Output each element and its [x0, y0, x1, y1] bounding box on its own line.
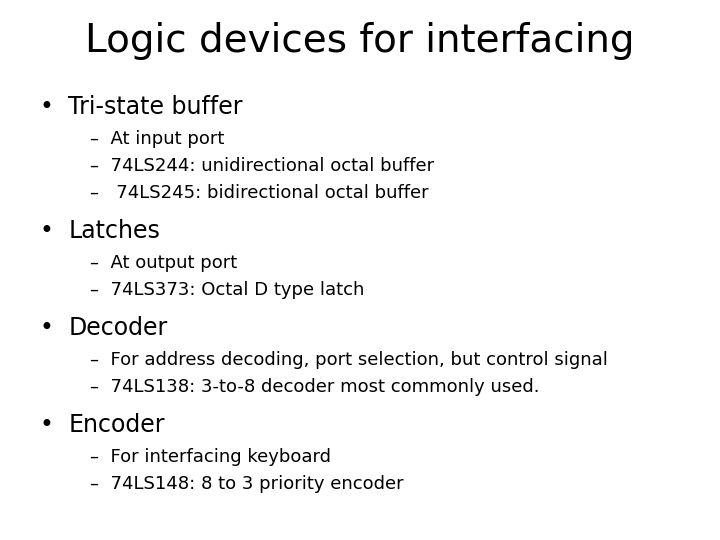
Text: –  74LS138: 3-to-8 decoder most commonly used.: – 74LS138: 3-to-8 decoder most commonly …	[90, 378, 539, 396]
Text: –  For interfacing keyboard: – For interfacing keyboard	[90, 448, 331, 466]
Text: –  74LS244: unidirectional octal buffer: – 74LS244: unidirectional octal buffer	[90, 157, 434, 174]
Text: •: •	[40, 316, 53, 340]
Text: •: •	[40, 94, 53, 118]
Text: –  For address decoding, port selection, but control signal: – For address decoding, port selection, …	[90, 351, 608, 369]
Text: •: •	[40, 413, 53, 437]
Text: Decoder: Decoder	[68, 316, 168, 340]
Text: –   74LS245: bidirectional octal buffer: – 74LS245: bidirectional octal buffer	[90, 184, 428, 201]
Text: Logic devices for interfacing: Logic devices for interfacing	[85, 22, 635, 59]
Text: –  At output port: – At output port	[90, 254, 238, 272]
Text: –  74LS148: 8 to 3 priority encoder: – 74LS148: 8 to 3 priority encoder	[90, 475, 404, 493]
Text: –  74LS373: Octal D type latch: – 74LS373: Octal D type latch	[90, 281, 364, 299]
Text: Tri-state buffer: Tri-state buffer	[68, 94, 243, 118]
Text: Encoder: Encoder	[68, 413, 165, 437]
Text: •: •	[40, 219, 53, 242]
Text: Latches: Latches	[68, 219, 161, 242]
Text: –  At input port: – At input port	[90, 130, 225, 147]
